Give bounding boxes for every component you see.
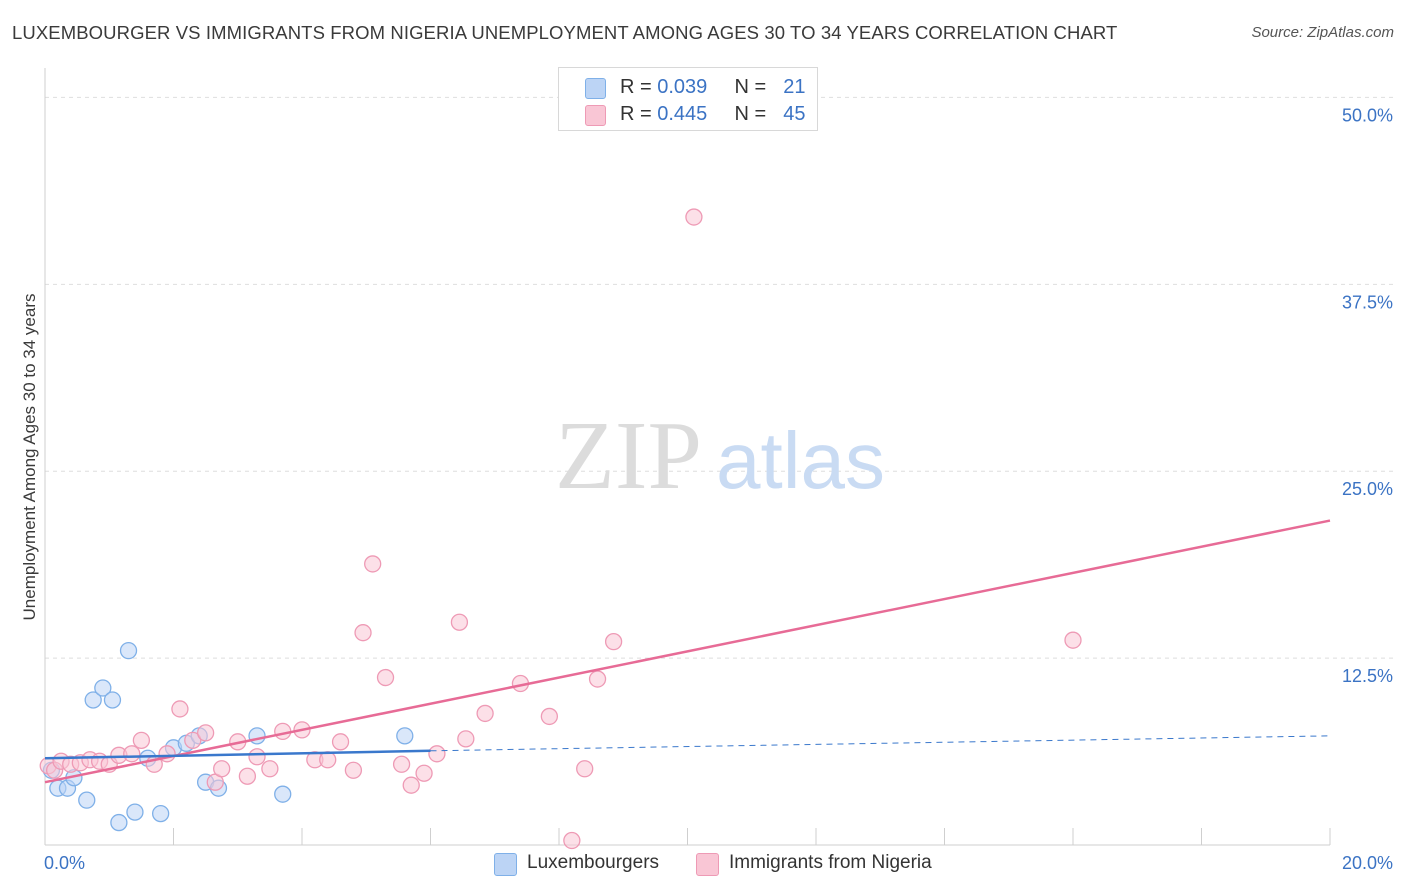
data-point-luxembourgers bbox=[103, 691, 122, 709]
data-point-luxembourgers bbox=[396, 727, 414, 745]
legend-swatch-nigeria bbox=[585, 105, 606, 126]
x-tick-label-max: 20.0% bbox=[1342, 853, 1393, 873]
data-point-nigeria bbox=[171, 700, 189, 718]
legend-n-label: N = bbox=[734, 103, 767, 125]
legend-text: R = 0.445 N = 45 bbox=[620, 103, 806, 126]
legend-r-value: 0.039 bbox=[657, 76, 708, 98]
data-point-nigeria bbox=[1064, 631, 1082, 649]
data-point-nigeria bbox=[685, 208, 703, 226]
data-point-luxembourgers bbox=[78, 791, 96, 809]
data-point-luxembourgers bbox=[248, 727, 266, 745]
y-tick-label: 25.0% bbox=[1342, 479, 1393, 499]
trend-line-luxembourgers-extension bbox=[430, 735, 1331, 752]
trend-lines bbox=[44, 519, 1331, 784]
data-point-luxembourgers bbox=[110, 813, 128, 832]
bottom-legend-label-luxembourgers: Luxembourgers bbox=[527, 852, 660, 873]
data-point-luxembourgers bbox=[274, 785, 292, 803]
legend-n-label: N = bbox=[734, 76, 767, 98]
data-point-luxembourgers bbox=[126, 803, 144, 821]
data-point-luxembourgers bbox=[119, 641, 138, 660]
data-point-nigeria bbox=[402, 776, 420, 794]
legend-swatch-luxembourgers bbox=[585, 78, 606, 99]
data-point-nigeria bbox=[563, 831, 581, 850]
data-point-nigeria bbox=[248, 748, 266, 766]
axes bbox=[44, 68, 1331, 846]
data-point-nigeria bbox=[344, 761, 363, 779]
source-label: Source: ZipAtlas.com bbox=[1251, 24, 1394, 41]
trend-line-luxembourgers bbox=[44, 749, 431, 760]
data-point-nigeria bbox=[457, 730, 475, 748]
data-point-nigeria bbox=[354, 624, 372, 642]
legend-text: R = 0.039 N = 21 bbox=[620, 76, 806, 99]
watermark-zip: ZIP bbox=[555, 402, 702, 510]
y-tick-label: 50.0% bbox=[1342, 105, 1393, 125]
data-point-luxembourgers bbox=[94, 679, 112, 697]
y-tick-label: 12.5% bbox=[1342, 666, 1393, 686]
data-point-nigeria bbox=[261, 760, 279, 778]
legend-n-value: 21 bbox=[783, 76, 806, 98]
legend: R = 0.039 N = 21 R = 0.445 N = 45 bbox=[558, 67, 818, 131]
data-point-nigeria bbox=[132, 731, 151, 749]
series-luxembourgers bbox=[42, 641, 414, 832]
data-point-nigeria bbox=[213, 760, 231, 778]
watermark: ZIP atlas bbox=[555, 402, 885, 510]
legend-r-label: R = bbox=[620, 76, 652, 98]
data-point-nigeria bbox=[428, 745, 446, 763]
data-point-nigeria bbox=[196, 724, 215, 742]
data-point-nigeria bbox=[588, 670, 607, 688]
data-point-nigeria bbox=[123, 745, 141, 763]
data-point-nigeria bbox=[331, 733, 350, 751]
gridlines bbox=[45, 96, 1394, 659]
legend-r-label: R = bbox=[620, 103, 652, 125]
data-point-nigeria bbox=[576, 760, 594, 778]
legend-r-value: 0.445 bbox=[657, 103, 708, 125]
data-point-nigeria bbox=[450, 613, 469, 631]
legend-n-value: 45 bbox=[783, 103, 806, 125]
data-point-nigeria bbox=[238, 767, 257, 785]
bottom-legend-swatch-nigeria bbox=[696, 853, 719, 876]
data-point-nigeria bbox=[274, 722, 292, 741]
bottom-legend-swatch-luxembourgers bbox=[494, 853, 517, 876]
watermark-atlas: atlas bbox=[716, 416, 885, 505]
data-point-nigeria bbox=[376, 668, 395, 687]
data-point-nigeria bbox=[392, 755, 411, 773]
data-point-luxembourgers bbox=[151, 804, 170, 823]
data-point-nigeria bbox=[319, 751, 337, 769]
data-point-nigeria bbox=[476, 704, 494, 723]
y-tick-label: 37.5% bbox=[1342, 292, 1393, 312]
chart-title: LUXEMBOURGER VS IMMIGRANTS FROM NIGERIA … bbox=[12, 22, 1118, 43]
data-point-nigeria bbox=[540, 707, 559, 726]
data-point-nigeria bbox=[184, 731, 202, 749]
x-tick-label-min: 0.0% bbox=[44, 853, 85, 873]
data-point-luxembourgers bbox=[84, 691, 102, 709]
tick-labels: 12.5% 25.0% 37.5% 50.0% 0.0% 20.0% bbox=[44, 105, 1393, 873]
bottom-legend-label-nigeria: Immigrants from Nigeria bbox=[729, 852, 932, 873]
trend-line-nigeria bbox=[44, 519, 1331, 784]
data-point-nigeria bbox=[604, 633, 623, 651]
data-point-nigeria bbox=[415, 764, 433, 782]
data-point-nigeria bbox=[364, 555, 382, 573]
